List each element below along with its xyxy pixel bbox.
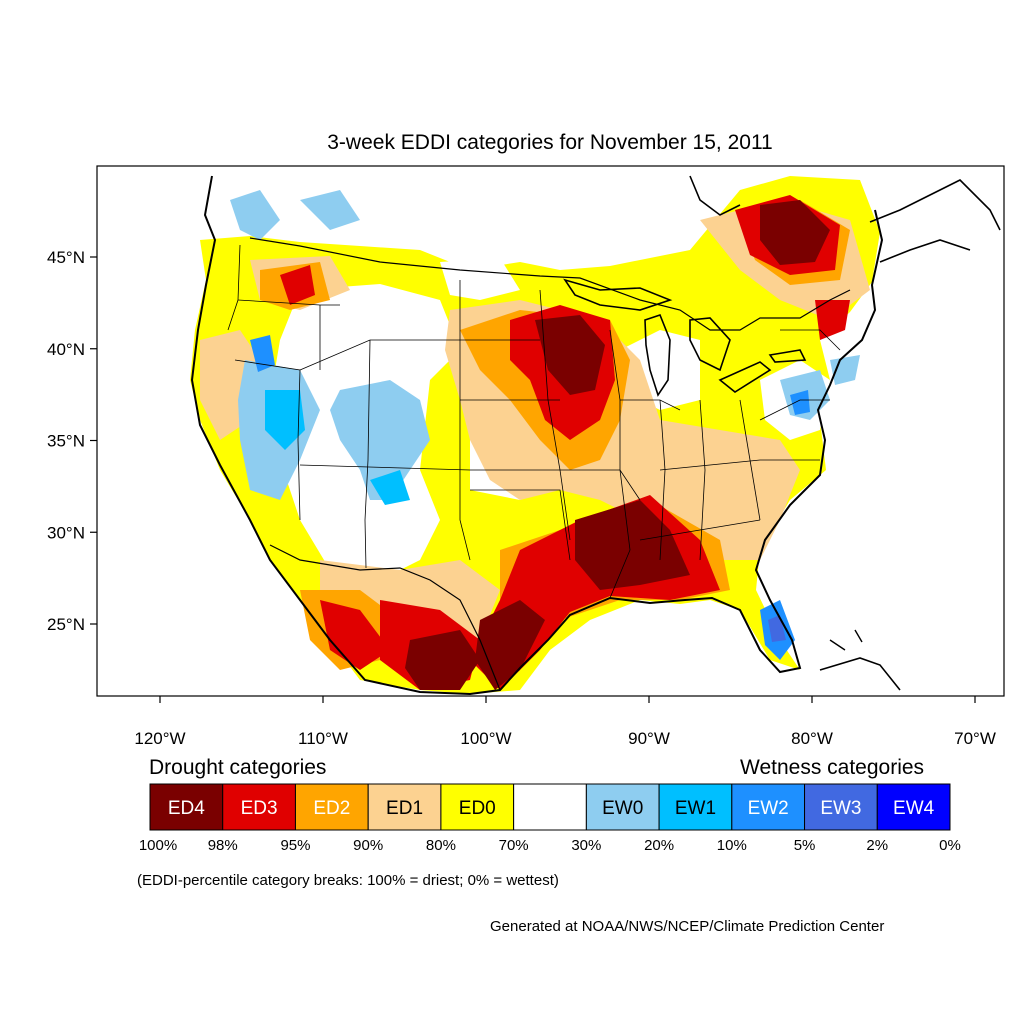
lat-tick-label: 40°N (47, 340, 85, 359)
lon-tick-label: 100°W (460, 729, 511, 748)
field-ew0 (830, 355, 860, 385)
legend-swatch (222, 783, 296, 831)
legend-swatch (440, 783, 515, 831)
boundaries (190, 175, 1001, 696)
wetness-categories-title: Wetness categories (740, 756, 925, 779)
field-ew1 (265, 390, 305, 450)
lon-tick-label: 70°W (954, 729, 996, 748)
lake-huron (689, 317, 731, 372)
percentile-break-label: 80% (425, 837, 456, 854)
legend-swatch-label: EW2 (748, 798, 789, 819)
legend-swatch-label: EW0 (602, 798, 643, 819)
legend-swatch-label: ED3 (241, 798, 278, 819)
field-ew2 (250, 335, 275, 372)
category-note: (EDDI-percentile category breaks: 100% =… (137, 872, 559, 889)
category-fields (190, 176, 880, 694)
legend-swatch (585, 783, 660, 831)
map-title: 3-week EDDI categories for November 15, … (327, 131, 773, 154)
lon-tick-label: 110°W (298, 729, 348, 748)
percentile-break-label: 98% (207, 837, 238, 854)
credit-line: Generated at NOAA/NWS/NCEP/Climate Predi… (490, 918, 885, 935)
legend-swatch-label: EW3 (820, 798, 861, 819)
percentile-break-label: 100% (138, 837, 178, 854)
lake-michigan (644, 314, 671, 397)
percentile-break-label: 10% (716, 837, 747, 854)
field-ed4 (405, 630, 480, 690)
longitude-axis: 120°W 110°W 100°W 90°W 80°W 70°W (134, 696, 996, 748)
percentile-break-label: 0% (939, 837, 961, 854)
field-ed4 (475, 600, 545, 690)
field-ew0 (230, 190, 280, 240)
border-canada (249, 237, 851, 331)
lat-tick-label: 35°N (47, 432, 85, 451)
legend-swatch-label: EW1 (675, 798, 716, 819)
percentile-break-label: 20% (644, 837, 675, 854)
coastline (190, 175, 884, 696)
island-bahamas (829, 629, 863, 651)
field-ew2 (790, 390, 810, 415)
lat-tick-label: 45°N (47, 248, 85, 267)
lon-tick-label: 120°W (134, 729, 185, 748)
legend-swatch (367, 783, 442, 831)
island-cuba (819, 657, 901, 691)
lat-tick-label: 30°N (47, 523, 85, 542)
legend-swatch-label: EW4 (893, 798, 935, 819)
percentile-break-label: 90% (353, 837, 384, 854)
legend-swatch-label: ED4 (168, 798, 205, 819)
percentile-break-label: 30% (571, 837, 602, 854)
percentile-break-label: 5% (793, 837, 816, 854)
legend-swatch (294, 783, 369, 831)
field-ed3 (320, 600, 390, 670)
drought-categories-title: Drought categories (149, 756, 327, 779)
percentile-break-label: 70% (498, 837, 529, 854)
legend-swatch-label: ED2 (313, 798, 350, 819)
field-ed3 (815, 300, 850, 340)
field-ew0 (300, 190, 360, 230)
lon-tick-label: 80°W (791, 729, 833, 748)
latitude-axis: 45°N 40°N 35°N 30°N 25°N (47, 248, 97, 634)
lake-superior (563, 278, 673, 311)
legend-swatch-label: ED1 (386, 798, 423, 819)
coast-hudson (689, 175, 741, 216)
legend-swatch-label: ED0 (459, 798, 496, 819)
coast-canada-ne (869, 179, 1001, 263)
field-ed3 (280, 265, 315, 305)
legend-swatch (513, 783, 587, 831)
lon-tick-label: 90°W (628, 729, 670, 748)
lake-erie (718, 361, 772, 393)
border-mexico (269, 544, 501, 691)
legend-swatch (731, 783, 806, 831)
percentile-break-label: 2% (866, 837, 889, 854)
legend-colorbar: ED4 ED3 ED2 ED1 ED0 EW0 EW1 EW2 EW3 EW4 (149, 783, 951, 831)
map-frame (96, 165, 1005, 697)
lake-ontario (768, 349, 807, 363)
lat-tick-label: 25°N (47, 615, 85, 634)
state-lines (227, 244, 841, 599)
legend-swatch (149, 783, 224, 831)
field-ed4 (760, 200, 830, 265)
field-ew1 (370, 470, 410, 505)
field-ed4 (535, 315, 605, 395)
field-ed4 (575, 500, 690, 590)
percentile-break-label: 95% (280, 837, 311, 854)
legend-swatch (804, 783, 878, 831)
legend-swatch (876, 783, 951, 831)
field-ew0 (330, 380, 430, 500)
